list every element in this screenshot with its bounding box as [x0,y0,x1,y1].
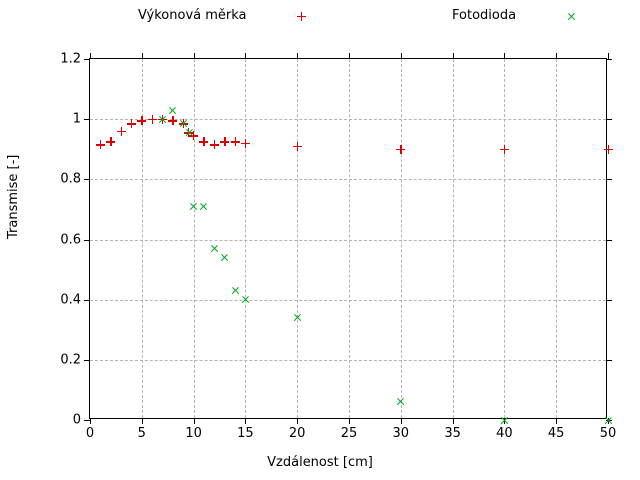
y-tick [84,299,90,301]
x-tick-label: 50 [599,426,617,441]
data-point-cross [220,253,229,262]
y-tick-right [606,59,612,60]
x-tick-label: 0 [85,426,95,441]
legend-marker-plus-icon [287,6,317,26]
x-tick-top [608,53,609,59]
x-tick-label: 10 [185,426,202,441]
data-point-plus [183,128,193,138]
y-tick-label: 0.6 [60,232,81,247]
x-tick-label: 35 [444,426,461,441]
gridline-horizontal [90,119,606,121]
y-tick-right [606,239,612,241]
data-point-cross [168,106,177,115]
y-tick-label: 0.4 [60,292,81,308]
x-tick-top [349,53,350,59]
data-point-cross [185,128,194,137]
legend-entry-fotodioda: Fotodioda [452,6,586,26]
legend-label-fotodioda: Fotodioda [452,8,517,23]
data-point-plus [178,119,188,129]
gridline-vertical [245,59,247,418]
y-tick-right [606,299,612,301]
gridline-vertical [297,59,299,418]
y-axis-title: Transmise [-] [6,154,21,239]
gridline-vertical [193,59,195,418]
x-tick [452,418,454,424]
x-tick [141,418,143,424]
data-point-cross [210,244,219,253]
x-tick-label: 20 [288,426,306,441]
data-point-cross [199,202,208,211]
x-tick-top [141,53,143,59]
x-tick [608,418,609,424]
y-tick-label: 0.8 [60,171,81,187]
y-tick [84,239,90,241]
x-tick-top [193,53,195,59]
gridline-vertical [141,59,143,418]
gridline-vertical [452,59,454,418]
data-point-plus [106,137,116,147]
x-tick [504,418,506,424]
y-tick-label: 0 [72,412,81,428]
x-axis-title: Vzdálenost [cm] [267,455,373,470]
data-point-plus [126,119,136,129]
gridline-vertical [349,59,350,418]
data-point-plus [95,140,105,150]
gridline-horizontal [90,179,606,181]
gridline-horizontal [90,299,606,301]
y-tick-label: 0.2 [60,352,81,368]
y-tick [84,59,90,60]
y-tick [84,420,90,421]
x-tick-top [245,53,247,59]
y-tick-right [606,179,612,181]
x-tick-label: 15 [237,426,254,441]
gridline-vertical [556,59,558,418]
y-tick-right [606,359,612,361]
gridline-horizontal [90,239,606,241]
plot-area: 0 0.2 0.4 0.6 0.8 1 1.2 0 5 10 15 20 25 30 35 40 45 50 [60,52,616,442]
x-tick-label: 5 [137,426,146,441]
x-tick [400,418,402,424]
data-point-plus [168,116,178,126]
y-tick [84,119,90,121]
cross-marker-icon [567,12,576,21]
data-point-cross [231,286,240,295]
x-tick-top [452,53,454,59]
y-tick-label: 1.2 [60,51,81,67]
data-point-plus [209,140,219,150]
x-tick-top [556,53,558,59]
x-tick [193,418,195,424]
y-tick-right [606,420,612,421]
data-point-plus [116,126,126,136]
data-point-plus [230,137,240,147]
x-tick-label: 40 [496,426,513,441]
data-point-plus [220,137,230,147]
x-tick-label: 45 [547,426,565,441]
plus-marker-icon [297,11,307,21]
x-tick-label: 30 [392,426,410,441]
x-tick [556,418,558,424]
data-point-cross [179,119,188,128]
x-tick [245,418,247,424]
x-tick-top [90,53,91,59]
x-tick [349,418,350,424]
data-point-plus [603,144,613,154]
legend-entry-vykonova-merka: Výkonová měrka [138,6,317,26]
data-point-plus [199,137,209,147]
legend-label-vykonova-merka: Výkonová měrka [138,8,247,23]
gridline-vertical [400,59,402,418]
x-tick [297,418,299,424]
x-tick [90,418,91,424]
y-tick [84,359,90,361]
y-tick-label: 1 [72,111,81,127]
x-tick-label: 25 [340,426,358,441]
y-tick [84,179,90,181]
x-tick-top [297,53,299,59]
legend-marker-cross-icon [556,6,586,26]
x-tick-top [504,53,506,59]
gridline-vertical [504,59,506,418]
x-tick-top [400,53,402,59]
gridline-horizontal [90,359,606,361]
y-tick-right [606,119,612,121]
